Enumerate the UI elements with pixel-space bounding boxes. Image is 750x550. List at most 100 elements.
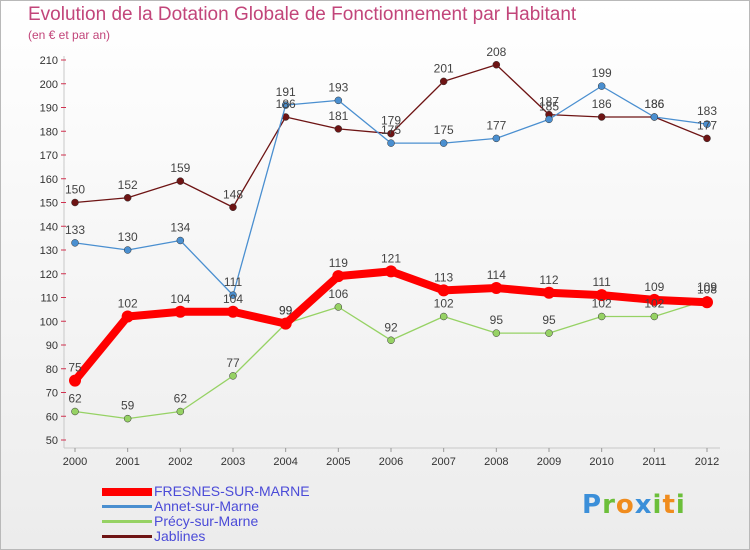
data-label: 62 xyxy=(174,392,188,406)
data-label: 130 xyxy=(118,230,138,244)
data-point xyxy=(229,203,237,211)
y-tick-label: 110 xyxy=(40,293,58,305)
legend-swatch-annet xyxy=(102,505,152,508)
data-point xyxy=(334,96,343,105)
series-line-2 xyxy=(74,299,708,420)
x-tick-label: 2012 xyxy=(695,456,719,468)
legend-label-jablines: Jablines xyxy=(154,528,206,544)
data-point xyxy=(650,312,659,321)
data-label: 183 xyxy=(697,104,717,118)
legend-swatch-precy xyxy=(102,520,152,523)
data-label: 102 xyxy=(592,297,612,311)
data-point xyxy=(71,198,79,207)
data-label: 177 xyxy=(697,118,717,132)
data-label: 95 xyxy=(542,313,556,327)
data-label: 104 xyxy=(170,292,190,306)
data-point xyxy=(597,312,606,321)
data-point xyxy=(281,101,290,109)
data-point xyxy=(439,139,448,147)
data-point xyxy=(229,372,237,380)
data-point xyxy=(334,303,343,311)
y-tick-label: 80 xyxy=(46,364,58,376)
data-point xyxy=(703,134,711,143)
data-label: 62 xyxy=(68,392,82,406)
data-label: 186 xyxy=(644,97,664,111)
data-label: 175 xyxy=(434,123,454,137)
x-tick-label: 2008 xyxy=(484,456,508,468)
data-label: 193 xyxy=(328,80,348,94)
data-label: 152 xyxy=(118,178,138,192)
data-label: 111 xyxy=(593,275,612,289)
data-label: 109 xyxy=(644,280,664,294)
y-tick-label: 120 xyxy=(40,269,58,281)
data-label: 102 xyxy=(434,297,454,311)
data-label: 99 xyxy=(279,304,293,318)
x-tick-label: 2006 xyxy=(379,456,403,468)
data-label: 181 xyxy=(328,109,348,123)
data-point xyxy=(176,407,185,416)
y-tick-label: 170 xyxy=(40,150,58,162)
data-point xyxy=(545,115,553,124)
x-tick-label: 2004 xyxy=(273,456,297,468)
data-point xyxy=(492,61,501,69)
data-label: 114 xyxy=(487,268,506,282)
x-tick-label: 2011 xyxy=(643,456,667,468)
data-label: 77 xyxy=(226,356,240,370)
data-label: 148 xyxy=(223,187,243,201)
data-label: 99 xyxy=(279,304,293,318)
logo-letter: r xyxy=(602,490,616,520)
x-tick-label: 2007 xyxy=(431,456,455,468)
data-label: 185 xyxy=(539,99,559,113)
data-point xyxy=(332,270,345,283)
data-point xyxy=(439,77,448,86)
data-point xyxy=(123,194,132,202)
y-tick-label: 160 xyxy=(40,174,58,186)
data-point xyxy=(123,246,132,254)
data-label: 95 xyxy=(490,313,504,327)
y-tick-label: 130 xyxy=(40,245,58,257)
logo-letter: P xyxy=(582,490,603,520)
x-tick-label: 2003 xyxy=(221,456,245,468)
y-tick-label: 200 xyxy=(40,79,58,91)
data-point xyxy=(492,329,501,337)
y-tick-label: 100 xyxy=(40,316,58,328)
data-point xyxy=(387,139,395,147)
data-point xyxy=(123,414,132,423)
legend-swatch-jablines xyxy=(102,535,152,538)
data-point xyxy=(439,312,448,321)
data-label: 186 xyxy=(644,97,664,111)
data-point xyxy=(650,113,659,121)
data-point xyxy=(595,289,608,302)
data-point xyxy=(703,120,711,128)
data-point xyxy=(279,317,292,330)
y-tick-label: 60 xyxy=(46,411,58,423)
data-label: 134 xyxy=(170,221,190,235)
data-label: 121 xyxy=(381,251,401,265)
data-label: 175 xyxy=(381,123,401,137)
data-label: 106 xyxy=(328,287,348,301)
data-label: 191 xyxy=(276,85,296,99)
y-tick-label: 210 xyxy=(40,55,58,67)
data-label: 92 xyxy=(384,320,398,334)
data-point xyxy=(648,293,661,306)
data-label: 112 xyxy=(539,273,558,287)
data-label: 113 xyxy=(434,270,453,284)
data-label: 59 xyxy=(121,399,135,413)
data-point xyxy=(490,282,503,294)
data-label: 186 xyxy=(592,97,612,111)
data-label: 159 xyxy=(170,161,190,175)
data-point xyxy=(69,374,81,387)
data-label: 104 xyxy=(223,292,243,306)
data-label: 133 xyxy=(65,223,85,237)
data-label: 201 xyxy=(434,61,454,75)
data-label: 208 xyxy=(486,45,506,59)
data-point xyxy=(492,134,501,143)
logo-letter: o xyxy=(615,490,635,520)
chart-title: Evolution de la Dotation Globale de Fonc… xyxy=(28,4,577,25)
data-label: 179 xyxy=(381,114,401,128)
data-label: 75 xyxy=(68,361,82,375)
x-tick-label: 2002 xyxy=(168,456,192,468)
y-tick-label: 190 xyxy=(40,103,58,115)
data-label: 102 xyxy=(644,297,664,311)
